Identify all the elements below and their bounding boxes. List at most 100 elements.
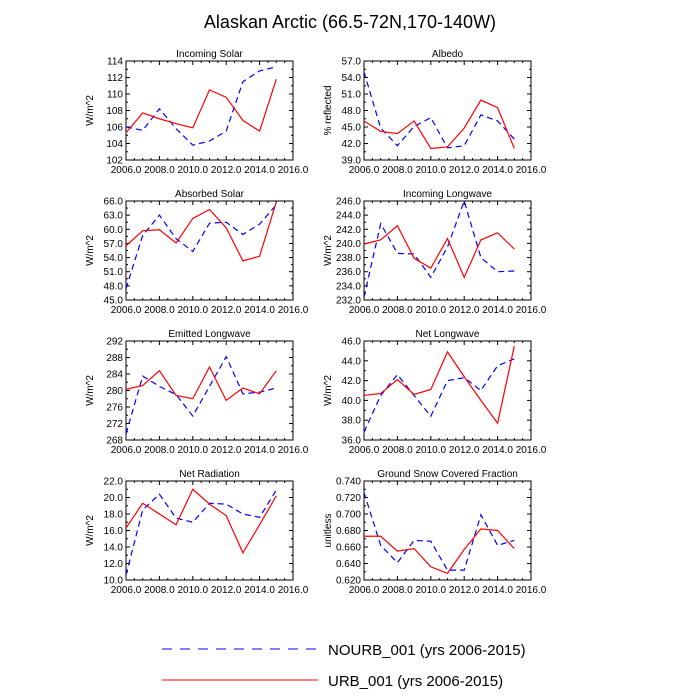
panel-title: Net Longwave [416, 329, 480, 340]
y-tick-label: 110 [107, 90, 123, 101]
panel-title: Emitted Longwave [168, 329, 251, 340]
y-axis-label: W/m^2 [85, 375, 96, 406]
x-tick-label: 2012.0 [211, 305, 242, 316]
y-tick-label: 45.0 [104, 296, 124, 307]
y-tick-label: 232.0 [336, 296, 361, 307]
y-tick-label: 42.0 [342, 139, 362, 150]
panel-3: Incoming Longwave W/m^2 232.0 234.0 236.0 238… [323, 189, 547, 316]
y-tick-label: 10.0 [104, 576, 124, 587]
plot-frame [363, 340, 532, 441]
x-tick-label: 2014.0 [244, 585, 275, 596]
x-tick-label: 2008.0 [144, 585, 175, 596]
y-tick-label: 40.0 [342, 396, 362, 407]
y-tick-label: 0.680 [336, 526, 361, 537]
y-tick-label: 242.0 [336, 225, 361, 236]
panel-grid: Incoming Solar W/m^2 102 104 106 108 110 112 114… [85, 49, 547, 596]
x-tick-label: 2008.0 [382, 305, 413, 316]
x-tick-label: 2010.0 [178, 165, 209, 176]
series-line-urb [125, 365, 277, 402]
y-tick-label: 46.0 [342, 337, 362, 348]
panel-title: Albedo [432, 49, 464, 60]
x-tick-label: 2014.0 [244, 165, 275, 176]
x-tick-label: 2016.0 [278, 305, 309, 316]
y-tick-label: 48.0 [342, 106, 362, 117]
figure-title: Alaskan Arctic (66.5-72N,170-140W) [204, 12, 496, 32]
panel-title: Ground Snow Covered Fraction [377, 469, 518, 480]
y-axis-label: unitless [323, 514, 334, 548]
x-tick-label: 2014.0 [482, 165, 513, 176]
x-tick-label: 2006.0 [349, 585, 380, 596]
y-tick-label: 106 [106, 123, 123, 134]
panel-title: Incoming Solar [176, 49, 243, 60]
plot-frame [125, 200, 294, 301]
x-tick-label: 2016.0 [278, 165, 309, 176]
y-tick-label: 57.0 [104, 239, 124, 250]
x-tick-label: 2016.0 [516, 445, 547, 456]
y-tick-label: 44.0 [342, 356, 362, 367]
y-tick-label: 0.660 [336, 543, 361, 554]
series-line-nourb [363, 71, 515, 149]
y-axis-label: W/m^2 [85, 95, 96, 126]
y-tick-label: 276 [106, 403, 123, 414]
y-tick-label: 114 [107, 57, 123, 68]
x-tick-label: 2014.0 [244, 305, 275, 316]
y-tick-label: 246.0 [336, 197, 361, 208]
legend: NOURB_001 (yrs 2006-2015) URB_001 (yrs 2… [162, 642, 526, 690]
y-tick-label: 48.0 [104, 281, 124, 292]
series-line-urb [363, 224, 515, 279]
x-tick-label: 2010.0 [178, 305, 209, 316]
panel-1: Albedo % reflected 39.0 42.0 45.0 48.0 51.0 54.… [323, 49, 547, 176]
legend-label-nourb: NOURB_001 (yrs 2006-2015) [328, 642, 526, 659]
y-tick-label: 0.700 [336, 510, 361, 521]
x-tick-label: 2008.0 [382, 165, 413, 176]
series-line-nourb [363, 358, 515, 433]
y-tick-label: 57.0 [342, 57, 362, 68]
x-tick-label: 2012.0 [449, 445, 480, 456]
series-line-nourb [363, 492, 515, 571]
plot-frame [363, 60, 532, 161]
legend-label-urb: URB_001 (yrs 2006-2015) [328, 673, 503, 690]
y-tick-label: 0.740 [336, 477, 361, 488]
x-tick-label: 2012.0 [211, 165, 242, 176]
x-tick-label: 2010.0 [178, 445, 209, 456]
y-tick-label: 45.0 [342, 123, 362, 134]
y-tick-label: 12.0 [104, 559, 124, 570]
x-tick-label: 2012.0 [449, 585, 480, 596]
y-tick-label: 288 [106, 353, 123, 364]
x-tick-label: 2012.0 [211, 445, 242, 456]
panel-2: Absorbed Solar W/m^2 45.0 48.0 51.0 54.0 57.0 6… [85, 189, 309, 316]
panel-title: Incoming Longwave [403, 189, 492, 200]
x-tick-label: 2010.0 [416, 305, 447, 316]
y-tick-label: 280 [106, 386, 123, 397]
x-tick-label: 2010.0 [416, 165, 447, 176]
y-tick-label: 14.0 [104, 543, 124, 554]
y-tick-label: 51.0 [342, 90, 362, 101]
y-axis-label: % reflected [323, 85, 334, 135]
y-tick-label: 238.0 [336, 253, 361, 264]
y-tick-label: 18.0 [104, 510, 124, 521]
y-tick-label: 60.0 [104, 225, 124, 236]
x-tick-label: 2006.0 [111, 585, 142, 596]
series-line-nourb [125, 489, 277, 576]
series-line-nourb [363, 199, 515, 298]
y-tick-label: 39.0 [342, 156, 362, 167]
series-line-urb [363, 99, 515, 150]
y-axis-label: W/m^2 [323, 375, 334, 406]
y-tick-label: 22.0 [104, 477, 124, 488]
y-axis-label: W/m^2 [323, 235, 334, 266]
x-tick-label: 2008.0 [382, 445, 413, 456]
x-tick-label: 2008.0 [382, 585, 413, 596]
y-tick-label: 268 [106, 436, 123, 447]
series-line-urb [364, 528, 515, 575]
series-line-nourb [125, 66, 277, 146]
x-tick-label: 2014.0 [482, 445, 513, 456]
x-tick-label: 2014.0 [482, 305, 513, 316]
series-line-nourb [125, 355, 277, 434]
x-tick-label: 2006.0 [349, 445, 380, 456]
x-tick-label: 2016.0 [516, 305, 547, 316]
x-tick-label: 2010.0 [416, 445, 447, 456]
plot-frame [363, 480, 532, 581]
x-tick-label: 2010.0 [178, 585, 209, 596]
y-tick-label: 234.0 [336, 281, 361, 292]
